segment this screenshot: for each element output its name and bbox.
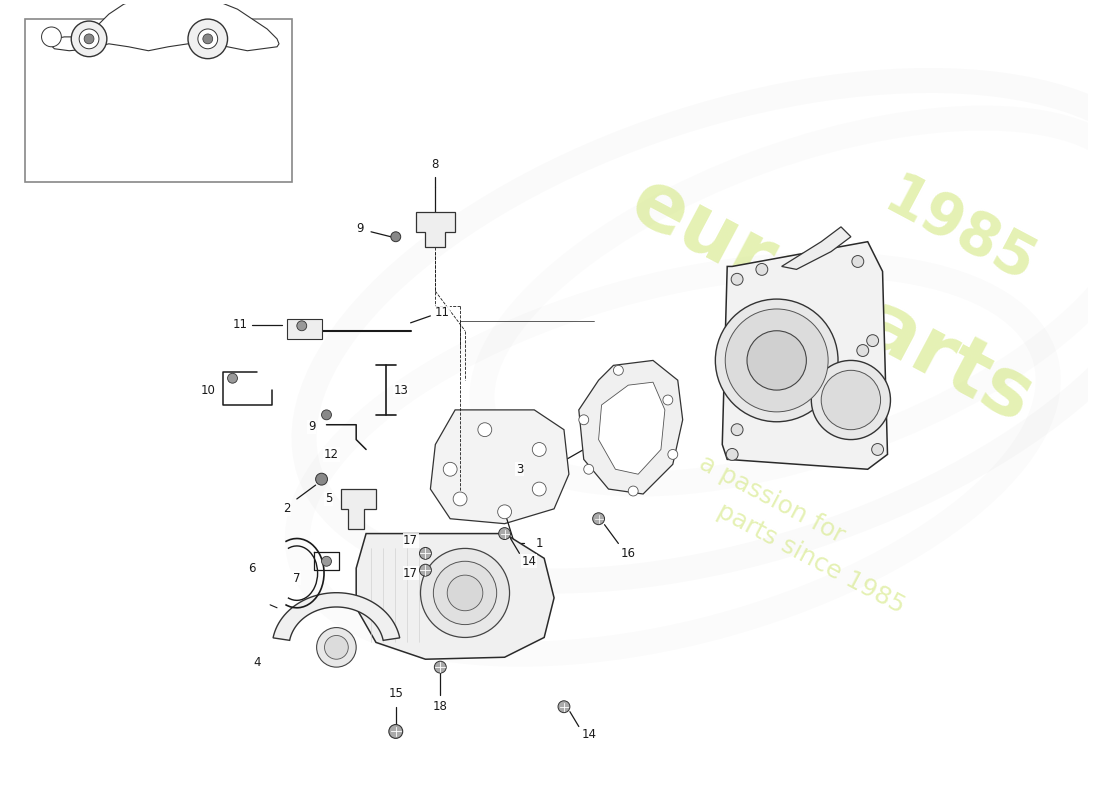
Circle shape (84, 34, 94, 44)
Circle shape (202, 34, 212, 44)
Circle shape (756, 263, 768, 275)
Circle shape (72, 21, 107, 57)
Circle shape (812, 361, 891, 439)
Circle shape (198, 29, 218, 49)
Text: 3: 3 (516, 462, 524, 476)
Circle shape (732, 424, 742, 436)
Text: 4: 4 (253, 656, 261, 669)
Polygon shape (50, 0, 279, 50)
Text: 6: 6 (249, 562, 256, 574)
Circle shape (324, 635, 349, 659)
Text: 14: 14 (581, 728, 596, 741)
Circle shape (498, 528, 510, 539)
Polygon shape (723, 242, 888, 470)
Circle shape (188, 19, 228, 58)
Circle shape (477, 422, 492, 437)
Polygon shape (341, 489, 376, 529)
Text: 14: 14 (521, 554, 537, 568)
Circle shape (614, 366, 624, 375)
Circle shape (321, 410, 331, 420)
Text: 18: 18 (432, 700, 448, 714)
Text: 11: 11 (434, 306, 450, 319)
Polygon shape (579, 361, 683, 494)
Circle shape (79, 29, 99, 49)
Text: 8: 8 (431, 158, 439, 171)
Circle shape (532, 442, 547, 456)
Circle shape (871, 443, 883, 455)
Polygon shape (430, 410, 569, 524)
Circle shape (747, 330, 806, 390)
Text: 9: 9 (308, 420, 316, 434)
Text: parts since 1985: parts since 1985 (714, 498, 910, 618)
Text: 12: 12 (324, 448, 339, 461)
Circle shape (297, 321, 307, 330)
Circle shape (448, 575, 483, 610)
Circle shape (42, 27, 62, 46)
Circle shape (668, 450, 678, 459)
Circle shape (497, 505, 512, 518)
Circle shape (857, 345, 869, 357)
Polygon shape (782, 227, 851, 270)
Circle shape (725, 309, 828, 412)
Text: 13: 13 (394, 384, 408, 397)
Text: 15: 15 (388, 687, 404, 700)
Circle shape (419, 564, 431, 576)
Circle shape (420, 549, 509, 638)
Text: 17: 17 (403, 566, 418, 580)
Circle shape (732, 274, 742, 286)
Circle shape (593, 513, 605, 525)
Bar (24, 19, 292, 182)
Circle shape (228, 374, 238, 383)
Circle shape (390, 232, 400, 242)
Circle shape (419, 547, 431, 559)
Circle shape (433, 562, 497, 625)
Circle shape (851, 255, 864, 267)
Circle shape (715, 299, 838, 422)
Text: 1: 1 (536, 537, 543, 550)
Polygon shape (287, 319, 321, 338)
Circle shape (453, 492, 468, 506)
Circle shape (316, 474, 328, 485)
Circle shape (584, 464, 594, 474)
Circle shape (321, 556, 331, 566)
Text: 7: 7 (293, 571, 300, 585)
Circle shape (579, 415, 588, 425)
Circle shape (628, 486, 638, 496)
Polygon shape (273, 593, 399, 640)
Polygon shape (356, 534, 554, 659)
Text: 11: 11 (233, 318, 248, 331)
Circle shape (434, 662, 447, 673)
Circle shape (663, 395, 673, 405)
Circle shape (558, 701, 570, 713)
Text: a passion for: a passion for (695, 450, 848, 547)
Text: 9: 9 (356, 222, 364, 235)
Circle shape (867, 334, 879, 346)
Circle shape (532, 482, 547, 496)
Circle shape (822, 370, 881, 430)
Text: 2: 2 (283, 502, 290, 515)
Circle shape (443, 462, 458, 476)
Text: 16: 16 (620, 547, 636, 560)
Text: 17: 17 (403, 534, 418, 547)
Polygon shape (416, 212, 455, 246)
Polygon shape (598, 382, 664, 474)
Circle shape (317, 627, 356, 667)
Circle shape (388, 725, 403, 738)
Text: 5: 5 (324, 493, 332, 506)
Text: 1985: 1985 (874, 169, 1045, 295)
Circle shape (726, 449, 738, 460)
Text: euroParts: euroParts (616, 162, 1046, 440)
Text: 10: 10 (200, 384, 216, 397)
